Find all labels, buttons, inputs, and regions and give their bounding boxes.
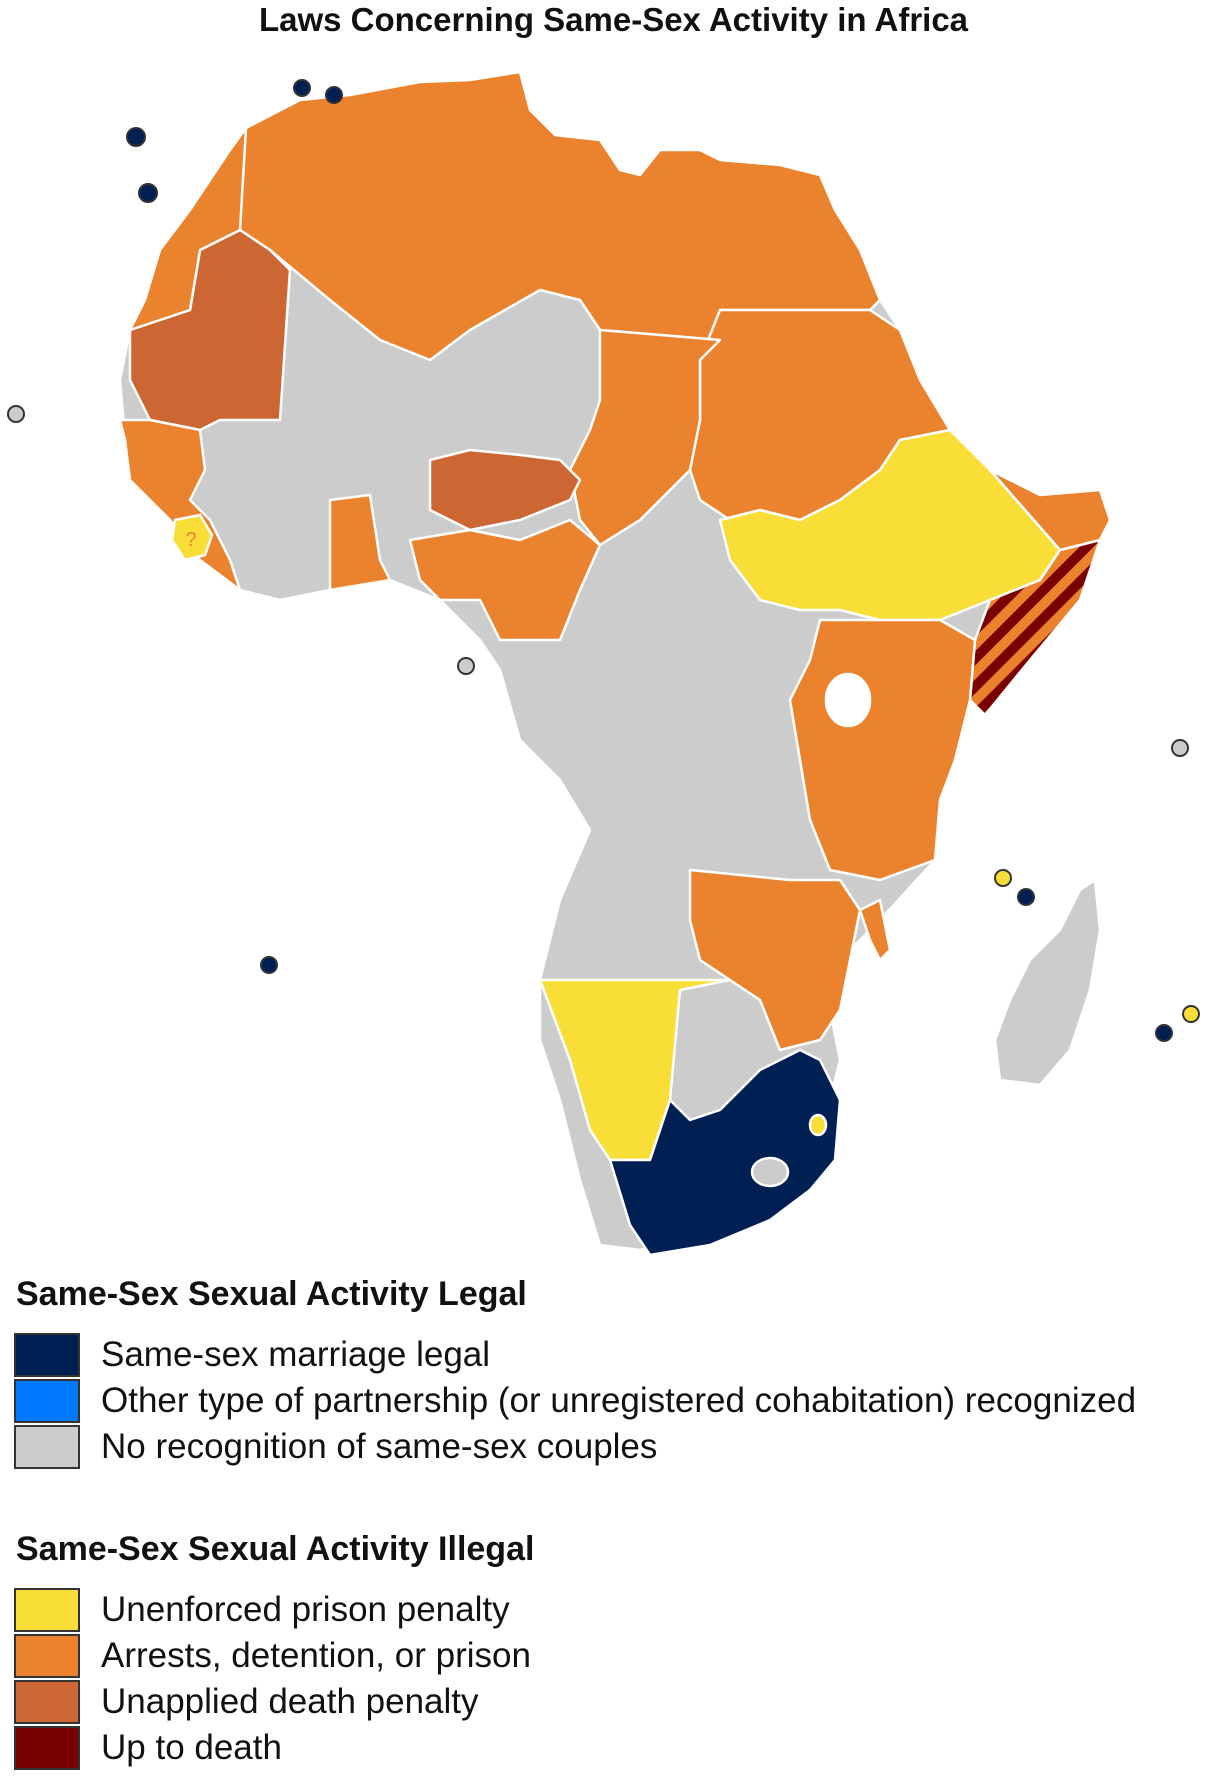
island-dot xyxy=(293,79,311,97)
island-dot xyxy=(457,657,475,675)
island-dot xyxy=(138,183,158,203)
legend-item-partnership: Other type of partnership (or unregister… xyxy=(14,1378,1136,1424)
island-dot xyxy=(994,869,1012,887)
legend-label: Same-sex marriage legal xyxy=(101,1335,491,1374)
island-dot xyxy=(1171,739,1189,757)
legend-item-arrests: Arrests, detention, or prison xyxy=(14,1633,531,1679)
legend-item-unapplied-death: Unapplied death penalty xyxy=(14,1679,531,1725)
legend-item-no-recognition: No recognition of same-sex couples xyxy=(14,1424,1136,1470)
region-chad xyxy=(568,328,722,547)
region-western-sahara xyxy=(128,126,248,332)
sierra-leone-question-mark: ? xyxy=(185,529,196,551)
region-south-africa xyxy=(608,1048,842,1257)
legend-item-unenforced: Unenforced prison penalty xyxy=(14,1587,531,1633)
legend-label: Up to death xyxy=(101,1728,282,1767)
island-dot xyxy=(325,86,343,104)
eswatini xyxy=(808,1113,828,1137)
legend-item-marriage: Same-sex marriage legal xyxy=(14,1332,1136,1378)
lesotho xyxy=(750,1156,790,1188)
legend-item-death: Up to death xyxy=(14,1725,531,1771)
legend-swatch xyxy=(14,1333,80,1377)
island-dot xyxy=(1182,1005,1200,1023)
lake-victoria xyxy=(824,672,872,728)
legend-swatch xyxy=(14,1680,80,1724)
legend-label: No recognition of same-sex couples xyxy=(101,1427,658,1466)
map-title: Laws Concerning Same-Sex Activity in Afr… xyxy=(258,1,969,38)
region-horn xyxy=(988,468,1112,552)
legend-legal-list: Same-sex marriage legal Other type of pa… xyxy=(14,1332,1136,1470)
region-somalia xyxy=(968,538,1102,717)
region-benin-cameroon xyxy=(408,518,602,642)
island-dot xyxy=(7,405,25,423)
legend-legal-heading: Same-Sex Sexual Activity Legal xyxy=(16,1275,527,1313)
region-ghana-togo xyxy=(328,493,392,592)
legend-illegal-list: Unenforced prison penalty Arrests, deten… xyxy=(14,1587,531,1771)
region-west-africa-coast xyxy=(118,418,242,592)
legend-illegal-heading: Same-Sex Sexual Activity Illegal xyxy=(16,1530,535,1568)
legend-label: Unenforced prison penalty xyxy=(101,1590,510,1629)
legend-label: Other type of partnership (or unregister… xyxy=(101,1381,1137,1420)
region-malawi xyxy=(858,898,892,962)
island-dot xyxy=(1017,888,1035,906)
region-north-africa xyxy=(228,70,882,362)
island-dot xyxy=(260,956,278,974)
island-dot xyxy=(1155,1024,1173,1042)
island-dot xyxy=(126,127,146,147)
legend-swatch xyxy=(14,1634,80,1678)
region-east-africa xyxy=(788,618,977,882)
region-sierra-leone xyxy=(170,513,214,562)
region-nigeria-north xyxy=(428,448,582,532)
legend-swatch xyxy=(14,1588,80,1632)
legend-label: Arrests, detention, or prison xyxy=(101,1636,531,1675)
africa-map: ? xyxy=(7,70,1200,1257)
legend-label: Unapplied death penalty xyxy=(101,1682,479,1721)
region-mauritania xyxy=(128,228,292,432)
region-zambia-zimbabwe xyxy=(688,868,862,1052)
legend-swatch xyxy=(14,1726,80,1770)
region-madagascar xyxy=(993,878,1102,1087)
legend-swatch xyxy=(14,1425,80,1469)
legend-swatch xyxy=(14,1379,80,1423)
